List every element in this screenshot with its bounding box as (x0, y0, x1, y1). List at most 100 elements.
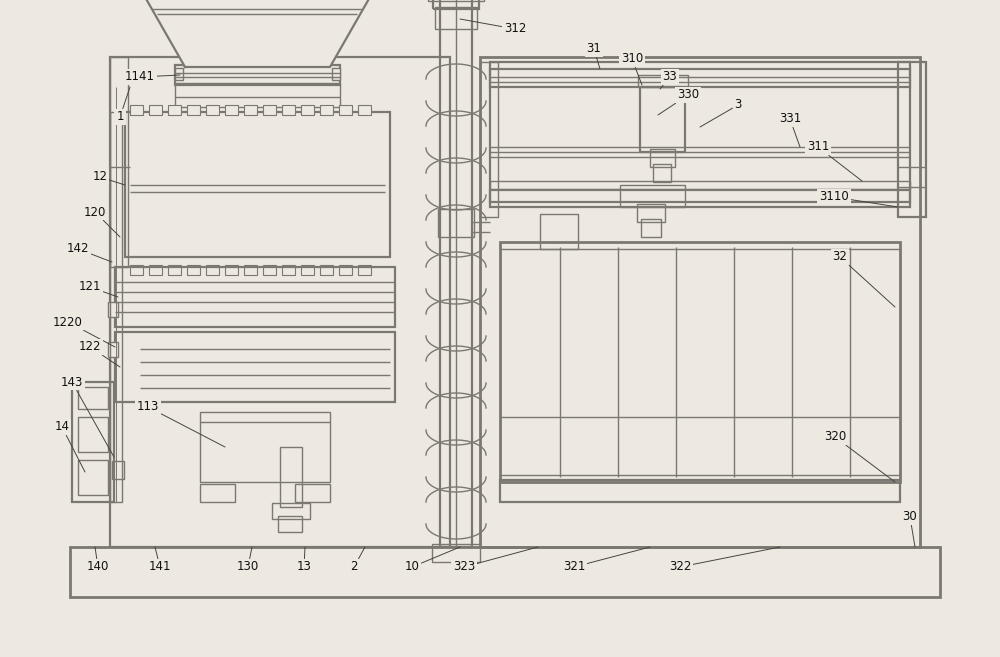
Bar (282, 265, 295, 275)
Text: 140: 140 (87, 547, 109, 574)
Bar (206, 105, 219, 115)
Text: 141: 141 (149, 547, 171, 574)
Bar (339, 105, 352, 115)
Text: 30: 30 (903, 510, 917, 547)
Bar (332, 68, 340, 80)
Bar (440, 0, 472, 547)
Bar (72, 382, 114, 502)
Bar (200, 412, 330, 482)
Text: 320: 320 (824, 430, 895, 482)
Bar (500, 480, 900, 502)
Bar (650, 149, 675, 167)
Bar (358, 105, 371, 115)
Text: 14: 14 (54, 420, 85, 472)
Text: 310: 310 (621, 53, 643, 85)
Polygon shape (145, 0, 370, 67)
Bar (70, 547, 940, 597)
Text: 142: 142 (67, 242, 112, 262)
Bar (620, 185, 685, 207)
Text: 32: 32 (833, 250, 895, 307)
Text: 114: 114 (0, 656, 1, 657)
Bar (225, 105, 238, 115)
Bar (301, 105, 314, 115)
Bar (244, 265, 257, 275)
Bar (540, 214, 578, 249)
Bar (490, 62, 910, 207)
Text: 331: 331 (779, 112, 801, 147)
Bar (272, 503, 310, 519)
Bar (130, 265, 143, 275)
Bar (110, 112, 122, 502)
Text: 122: 122 (79, 340, 120, 367)
Text: 2: 2 (350, 547, 365, 574)
Bar (358, 265, 371, 275)
Text: 11: 11 (0, 656, 1, 657)
Bar (115, 332, 395, 402)
Bar (339, 265, 352, 275)
Text: 321: 321 (563, 547, 650, 574)
Bar (175, 65, 340, 85)
Text: 3: 3 (700, 99, 742, 127)
Bar (108, 302, 118, 317)
Text: 33: 33 (660, 70, 677, 89)
Bar (149, 265, 162, 275)
Bar (480, 57, 920, 547)
Bar (175, 68, 183, 80)
Bar (490, 190, 910, 202)
Text: 130: 130 (237, 547, 259, 574)
Bar (110, 57, 450, 547)
Bar (641, 219, 661, 237)
Bar (187, 265, 200, 275)
Bar (130, 105, 143, 115)
Bar (78, 417, 108, 452)
Text: 322: 322 (669, 547, 780, 574)
Bar (206, 265, 219, 275)
Bar (78, 387, 108, 409)
Bar (435, 7, 477, 29)
Bar (149, 105, 162, 115)
Bar (432, 544, 480, 562)
Bar (108, 342, 118, 357)
Bar (480, 62, 498, 217)
Bar (500, 242, 900, 482)
Text: 110: 110 (0, 656, 1, 657)
Bar (110, 57, 128, 267)
Text: 12: 12 (92, 171, 125, 185)
Bar (653, 164, 671, 182)
Bar (244, 105, 257, 115)
Bar (168, 265, 181, 275)
Bar (301, 265, 314, 275)
Bar (490, 69, 910, 87)
Text: 323: 323 (453, 547, 538, 574)
Bar (175, 83, 340, 107)
Bar (438, 209, 474, 237)
Bar (320, 265, 333, 275)
Bar (640, 87, 685, 152)
Text: 120: 120 (84, 206, 120, 237)
Bar (428, 0, 484, 1)
Text: 3110: 3110 (819, 191, 898, 207)
Text: 311: 311 (807, 141, 862, 181)
Bar (282, 105, 295, 115)
Text: 10: 10 (405, 547, 460, 574)
Bar (280, 447, 302, 507)
Text: 1141: 1141 (125, 70, 180, 83)
Bar (898, 62, 926, 217)
Bar (263, 105, 276, 115)
Bar (112, 461, 124, 479)
Bar (433, 0, 479, 9)
Text: 13: 13 (297, 547, 311, 574)
Text: 330: 330 (658, 89, 699, 115)
Bar (125, 112, 390, 257)
Bar (278, 516, 302, 532)
Text: 143: 143 (61, 376, 114, 457)
Bar (295, 484, 330, 502)
Bar (187, 105, 200, 115)
Text: 1: 1 (116, 87, 130, 124)
Text: 113: 113 (137, 401, 225, 447)
Bar (320, 105, 333, 115)
Bar (490, 181, 910, 189)
Bar (263, 265, 276, 275)
Bar (200, 484, 235, 502)
Bar (78, 460, 108, 495)
